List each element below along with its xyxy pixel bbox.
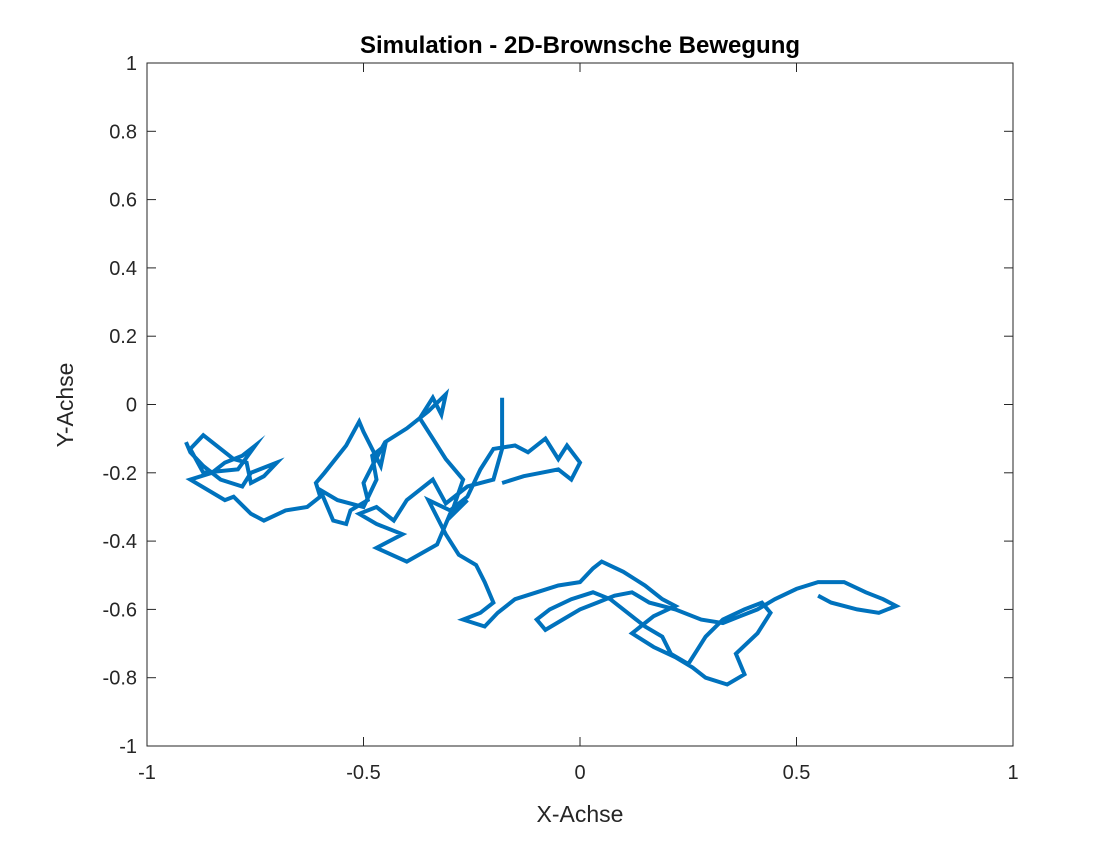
x-tick-label: -0.5 — [346, 762, 380, 784]
x-axis-label: X-Achse — [537, 801, 624, 827]
brownian-path-line — [184, 388, 505, 564]
y-tick-label: -0.6 — [103, 599, 137, 621]
y-tick-label: 1 — [126, 53, 137, 75]
y-tick-label: -0.4 — [103, 531, 137, 553]
y-axis-label: Y-Achse — [52, 363, 78, 448]
axes-box — [146, 62, 1014, 747]
labels-layer: Simulation - 2D-Brownsche Bewegung X-Ach… — [52, 32, 800, 827]
ticks-layer: -1 -0.5 0 0.5 1 -1 -0.8 -0.6 -0.4 -0.2 0 0.2 0.4 0.6 0… — [103, 53, 1019, 784]
y-tick-label: 0.6 — [109, 190, 137, 212]
x-tick-label: 0 — [574, 762, 585, 784]
x-tick-label: 1 — [1007, 762, 1018, 784]
y-tick-label: 0.2 — [109, 326, 137, 348]
x-tick-label: -1 — [138, 762, 156, 784]
y-tick-label: 0 — [126, 395, 137, 417]
plot-area: -1 -0.5 0 0.5 1 -1 -0.8 -0.6 -0.4 -0.2 0 0.2 0.4 0.6 0… — [103, 53, 1019, 784]
y-tick-label: 0.8 — [109, 121, 137, 143]
y-tick-label: -0.2 — [103, 463, 137, 485]
series-layer — [184, 388, 901, 687]
y-tick-label: -1 — [119, 736, 137, 758]
chart-title: Simulation - 2D-Brownsche Bewegung — [360, 32, 800, 59]
y-tick-label: 0.4 — [109, 258, 137, 280]
y-tick-label: -0.8 — [103, 668, 137, 690]
x-tick-label: 0.5 — [783, 762, 811, 784]
brownian-path-line — [423, 435, 901, 687]
